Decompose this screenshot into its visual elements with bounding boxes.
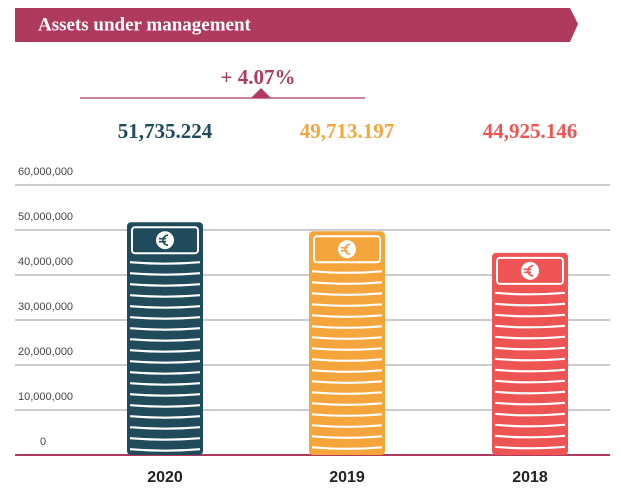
annotation-pointer [251, 88, 271, 98]
euro-icon [156, 231, 174, 249]
y-tick-label: 20,000,000 [18, 346, 73, 358]
chart: Assets under management + 4.07% 0 10,000,… [0, 0, 621, 489]
y-tick-label: 10,000,000 [18, 391, 73, 403]
x-tick-label: 2020 [147, 469, 183, 486]
euro-icon [338, 240, 356, 258]
bar [127, 222, 203, 455]
chart-title: Assets under management [38, 14, 252, 35]
y-tick-label: 30,000,000 [18, 301, 73, 313]
growth-annotation: + 4.07% [221, 65, 296, 89]
x-tick-label: 2019 [329, 469, 365, 486]
x-tick-label: 2018 [512, 469, 548, 486]
euro-icon [521, 262, 539, 280]
bar [309, 231, 385, 455]
value-label: 44,925.146 [483, 119, 578, 143]
value-label: 49,713.197 [300, 119, 395, 143]
y-tick-label: 0 [40, 436, 46, 448]
y-tick-label: 50,000,000 [18, 211, 73, 223]
y-tick-label: 60,000,000 [18, 166, 73, 178]
value-label: 51,735.224 [118, 119, 213, 143]
y-tick-label: 40,000,000 [18, 256, 73, 268]
